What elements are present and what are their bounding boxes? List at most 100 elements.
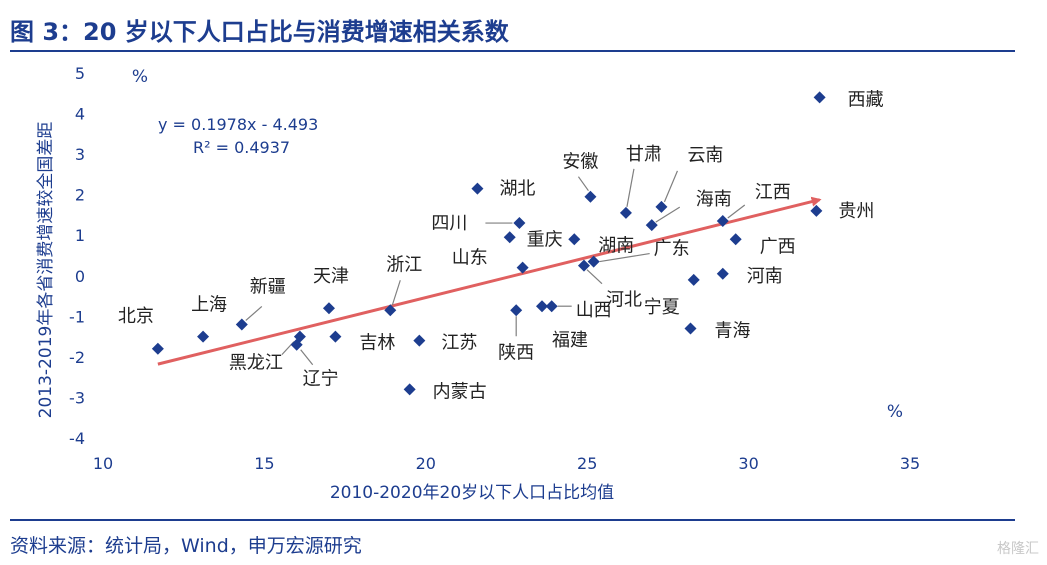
data-point [684, 322, 697, 335]
data-point [413, 334, 426, 347]
data-point [619, 206, 632, 219]
point-label: 云南 [687, 145, 723, 166]
leader-line [727, 204, 746, 219]
data-point [687, 273, 700, 286]
data-point [384, 304, 397, 317]
y-tick-label: -2 [69, 348, 85, 367]
y-unit-label: % [132, 67, 148, 87]
point-label: 广东 [654, 239, 690, 260]
data-point [197, 330, 210, 343]
data-point [235, 318, 248, 331]
trend-equation: y = 0.1978x - 4.493 [158, 115, 318, 134]
x-tick-label: 20 [416, 454, 436, 473]
y-tick-label: 0 [75, 267, 85, 286]
y-tick-label: -4 [69, 429, 85, 448]
leader-line [586, 269, 603, 285]
y-ticks: -4 -3 -2 -1 0 1 2 3 4 5 [69, 64, 85, 448]
data-point [513, 217, 526, 230]
point-label: 安徽 [562, 152, 598, 173]
point-label: 吉林 [359, 333, 395, 354]
point-label: 上海 [191, 295, 227, 316]
point-label: 福建 [552, 330, 588, 351]
r-squared: R² = 0.4937 [193, 138, 290, 157]
data-point [716, 267, 729, 280]
point-label: 北京 [118, 306, 154, 327]
point-label: 山西 [576, 300, 612, 321]
data-point [587, 255, 600, 268]
x-tick-label: 10 [93, 454, 113, 473]
point-label: 浙江 [386, 254, 422, 275]
data-point [655, 200, 668, 213]
leader-line [663, 170, 678, 203]
data-point [716, 215, 729, 228]
x-unit-label: % [887, 402, 903, 422]
x-tick-label: 30 [738, 454, 758, 473]
y-tick-label: -1 [69, 307, 85, 326]
point-label: 江苏 [441, 333, 477, 354]
source-note: 资料来源：统计局，Wind，申万宏源研究 [10, 535, 362, 557]
point-label: 黑龙江 [229, 353, 283, 374]
y-tick-label: 4 [75, 105, 85, 124]
data-points [151, 91, 826, 396]
data-point [545, 300, 558, 313]
data-point [813, 91, 826, 104]
x-axis-label: 2010-2020年20岁以下人口占比均值 [330, 483, 614, 503]
y-tick-label: 2 [75, 186, 85, 205]
data-point [510, 304, 523, 317]
point-label: 甘肃 [626, 144, 662, 165]
point-label: 山东 [452, 247, 488, 268]
point-label: 西藏 [848, 89, 884, 110]
point-label: 四川 [431, 213, 467, 234]
data-point [584, 190, 597, 203]
y-axis-label: 2013-2019年各省消费增速较全国差距 [36, 122, 56, 419]
point-label: 宁夏 [644, 297, 680, 318]
point-label: 河南 [747, 266, 783, 287]
trend-arrow [157, 196, 822, 366]
point-label: 湖北 [499, 179, 535, 200]
data-point [810, 204, 823, 217]
data-point [290, 338, 303, 351]
point-label: 陕西 [498, 342, 534, 363]
leader-line [655, 206, 681, 223]
point-label: 青海 [714, 321, 750, 342]
point-label: 辽宁 [303, 369, 339, 390]
data-point [403, 383, 416, 396]
leader-line [391, 280, 401, 306]
x-tick-label: 25 [577, 454, 597, 473]
chart-title: 图 3：20 岁以下人口占比与消费增速相关系数 [10, 18, 509, 46]
label-leaders [245, 168, 746, 366]
y-tick-label: 5 [75, 64, 85, 83]
leader-line [577, 176, 589, 192]
point-label: 内蒙古 [433, 381, 487, 402]
point-label: 天津 [313, 266, 349, 287]
data-point [536, 300, 549, 313]
data-point [322, 302, 335, 315]
data-point [516, 261, 529, 274]
point-label: 新疆 [250, 276, 286, 297]
data-point [151, 342, 164, 355]
point-label: 广西 [760, 236, 796, 257]
data-point [503, 231, 516, 244]
data-point [568, 233, 581, 246]
data-point [729, 233, 742, 246]
title-rule [10, 50, 1015, 52]
y-tick-label: 1 [75, 226, 85, 245]
y-tick-label: 3 [75, 145, 85, 164]
point-label: 重庆 [527, 230, 563, 251]
leader-line [626, 168, 635, 208]
data-point [329, 330, 342, 343]
leader-line [300, 349, 314, 366]
source-rule [10, 519, 1015, 521]
point-label: 海南 [696, 189, 732, 210]
leader-line [599, 252, 650, 263]
data-point [645, 219, 658, 232]
x-tick-label: 35 [900, 454, 920, 473]
data-point [577, 259, 590, 272]
x-tick-label: 15 [254, 454, 274, 473]
point-label: 湖南 [598, 235, 634, 256]
leader-line [245, 305, 263, 321]
point-label: 贵州 [838, 201, 874, 222]
point-label: 江西 [755, 182, 791, 203]
